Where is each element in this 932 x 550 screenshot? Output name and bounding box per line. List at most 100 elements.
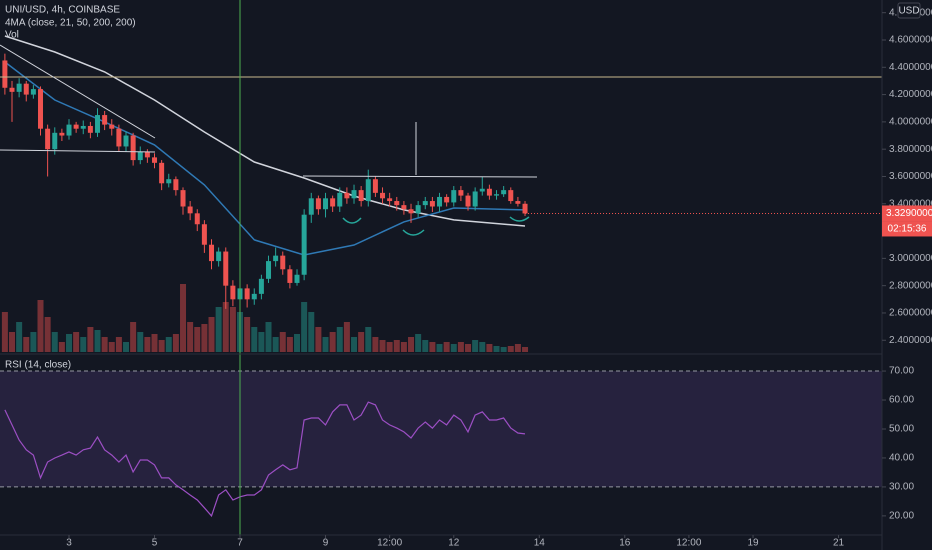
candle-body	[472, 191, 478, 207]
y-tick-label: 50.00	[889, 424, 914, 435]
volume-bar	[400, 342, 407, 352]
candle-body	[166, 179, 172, 184]
candle-body	[494, 194, 500, 196]
volume-bar	[408, 337, 415, 352]
countdown-box	[882, 221, 932, 237]
candle-body	[66, 124, 72, 136]
arc	[402, 229, 425, 236]
volume-bar	[201, 324, 208, 352]
candle-body	[209, 244, 215, 262]
candle-body	[515, 201, 521, 204]
trend-line	[302, 175, 538, 178]
candle-body	[45, 128, 51, 150]
volume-bar	[115, 337, 122, 352]
candle-body	[280, 255, 286, 270]
volume-bar	[329, 332, 336, 352]
y-tick-label: 2.60000000	[889, 308, 932, 319]
volume-bar	[144, 337, 151, 352]
volume-bar	[222, 302, 229, 352]
candle-body	[380, 192, 386, 199]
candle-body	[216, 251, 222, 262]
volume-bar	[23, 337, 30, 352]
volume-bar	[58, 342, 65, 352]
volume-bar	[479, 342, 486, 352]
volume-bar	[51, 332, 58, 352]
volume-bar	[258, 332, 265, 352]
trend-line	[0, 44, 156, 139]
candle-body	[308, 198, 314, 215]
volume-bar	[9, 332, 16, 352]
y-tick-label: 2.40000000	[889, 335, 932, 346]
volume-bar	[379, 340, 386, 352]
candle-body	[451, 190, 457, 203]
volume-bar	[286, 337, 293, 352]
volume-bar	[415, 334, 422, 352]
candle-body	[415, 205, 421, 214]
volume-bar	[486, 344, 493, 352]
x-tick-label: 9	[323, 538, 329, 549]
volume-bar	[272, 337, 279, 352]
volume-bar	[308, 312, 315, 352]
indicator-label: 4MA (close, 21, 50, 200, 200)	[5, 18, 136, 29]
volume-bar	[265, 322, 272, 352]
candle-body	[30, 89, 36, 95]
volume-bar	[80, 337, 87, 352]
volume-bar	[372, 337, 379, 352]
rsi-line	[4, 401, 526, 518]
candle-body	[351, 190, 357, 199]
candle-body	[9, 87, 15, 92]
y-tick-label: 3.60000000	[889, 171, 932, 182]
volume-bar	[94, 330, 101, 352]
candle-body	[401, 205, 407, 210]
countdown: 02:15:36	[888, 224, 927, 235]
volume-bar	[386, 342, 393, 352]
volume-bar	[137, 332, 144, 352]
candle-body	[73, 124, 79, 129]
volume-bar	[443, 342, 450, 352]
arc	[342, 217, 362, 224]
volume-bar	[123, 342, 130, 352]
candle-body	[144, 151, 150, 158]
candle-body	[173, 179, 179, 191]
candle-body	[59, 132, 65, 136]
candle-body	[522, 203, 528, 214]
moving-average	[4, 61, 526, 256]
volume-bar	[44, 317, 51, 352]
volume-bar	[429, 342, 436, 352]
candle-body	[80, 125, 86, 129]
volume-bar	[358, 332, 365, 352]
candle-body	[486, 188, 492, 196]
volume-bar	[229, 307, 236, 352]
volume-bar	[493, 346, 500, 352]
y-tick-label: 40.00	[889, 453, 914, 464]
candle-body	[358, 190, 364, 202]
candle-body	[16, 83, 22, 92]
candle-body	[230, 285, 236, 300]
candle-body	[444, 196, 450, 203]
candle-body	[273, 255, 279, 262]
x-tick-label: 7	[237, 538, 243, 549]
candle-body	[251, 293, 257, 300]
candle-body	[429, 201, 435, 207]
x-tick-label: 3	[66, 538, 72, 549]
y-tick-label: 20.00	[889, 511, 914, 522]
candle-body	[180, 190, 186, 207]
candle-body	[287, 269, 293, 283]
candle-body	[387, 198, 393, 202]
currency-badge[interactable]	[897, 2, 921, 19]
candle-body	[87, 125, 93, 133]
candle-body	[422, 201, 428, 206]
volume-bar	[180, 284, 187, 352]
currency[interactable]: USD	[898, 6, 919, 17]
y-tick-label: 60.00	[889, 395, 914, 406]
y-tick-label: 30.00	[889, 482, 914, 493]
volume-bar	[465, 344, 472, 352]
volume-bar	[500, 347, 507, 352]
volume-bar	[507, 346, 514, 352]
candle-body	[365, 179, 371, 202]
candle-body	[323, 198, 329, 210]
candle-body	[258, 278, 264, 294]
